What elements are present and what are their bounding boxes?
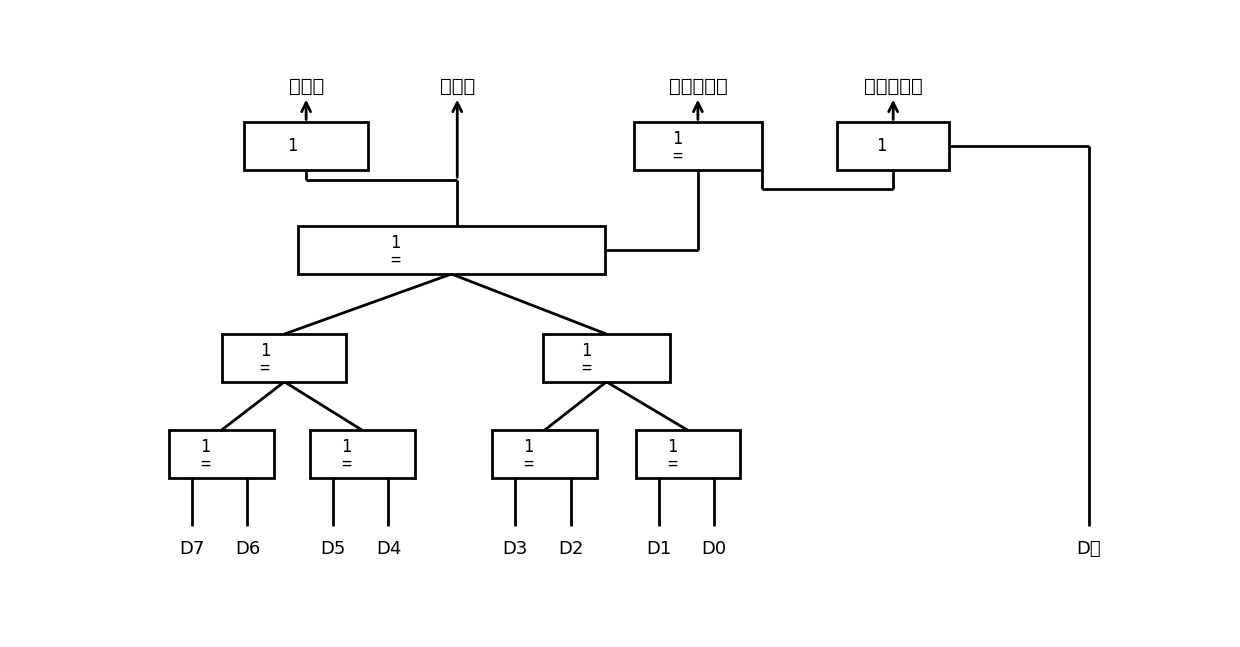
- Text: =: =: [672, 147, 682, 165]
- Text: 偶形成: 偶形成: [440, 78, 475, 96]
- Text: =: =: [259, 358, 269, 377]
- Text: 1: 1: [672, 130, 682, 148]
- Bar: [634, 122, 761, 170]
- Bar: [310, 430, 414, 478]
- Text: D4: D4: [376, 540, 402, 558]
- Text: =: =: [341, 455, 351, 473]
- Text: =: =: [523, 455, 533, 473]
- Text: D1: D1: [646, 540, 671, 558]
- Text: 偶校验出错: 偶校验出错: [668, 78, 728, 96]
- Text: 1: 1: [523, 438, 533, 456]
- Text: 1: 1: [667, 438, 677, 456]
- Text: 1: 1: [391, 234, 401, 252]
- Text: =: =: [391, 250, 401, 269]
- Text: D3: D3: [502, 540, 528, 558]
- Text: D6: D6: [234, 540, 260, 558]
- Bar: [222, 334, 346, 382]
- Bar: [543, 334, 671, 382]
- Bar: [244, 122, 368, 170]
- Text: 1: 1: [877, 137, 887, 155]
- Text: D7: D7: [180, 540, 205, 558]
- Text: D5: D5: [320, 540, 346, 558]
- Text: 1: 1: [341, 438, 351, 456]
- Text: 奇校验出错: 奇校验出错: [864, 78, 923, 96]
- Bar: [492, 430, 596, 478]
- Text: =: =: [201, 455, 211, 473]
- Text: D校: D校: [1076, 540, 1101, 558]
- Bar: [299, 226, 605, 274]
- Text: 奇形成: 奇形成: [289, 78, 324, 96]
- Text: =: =: [580, 358, 591, 377]
- Text: 1: 1: [580, 342, 591, 360]
- Bar: [837, 122, 950, 170]
- Text: 1: 1: [288, 137, 298, 155]
- Text: D0: D0: [702, 540, 727, 558]
- Text: =: =: [667, 455, 677, 473]
- Bar: [169, 430, 274, 478]
- Bar: [635, 430, 740, 478]
- Text: D2: D2: [558, 540, 583, 558]
- Text: 1: 1: [201, 438, 211, 456]
- Text: 1: 1: [259, 342, 269, 360]
